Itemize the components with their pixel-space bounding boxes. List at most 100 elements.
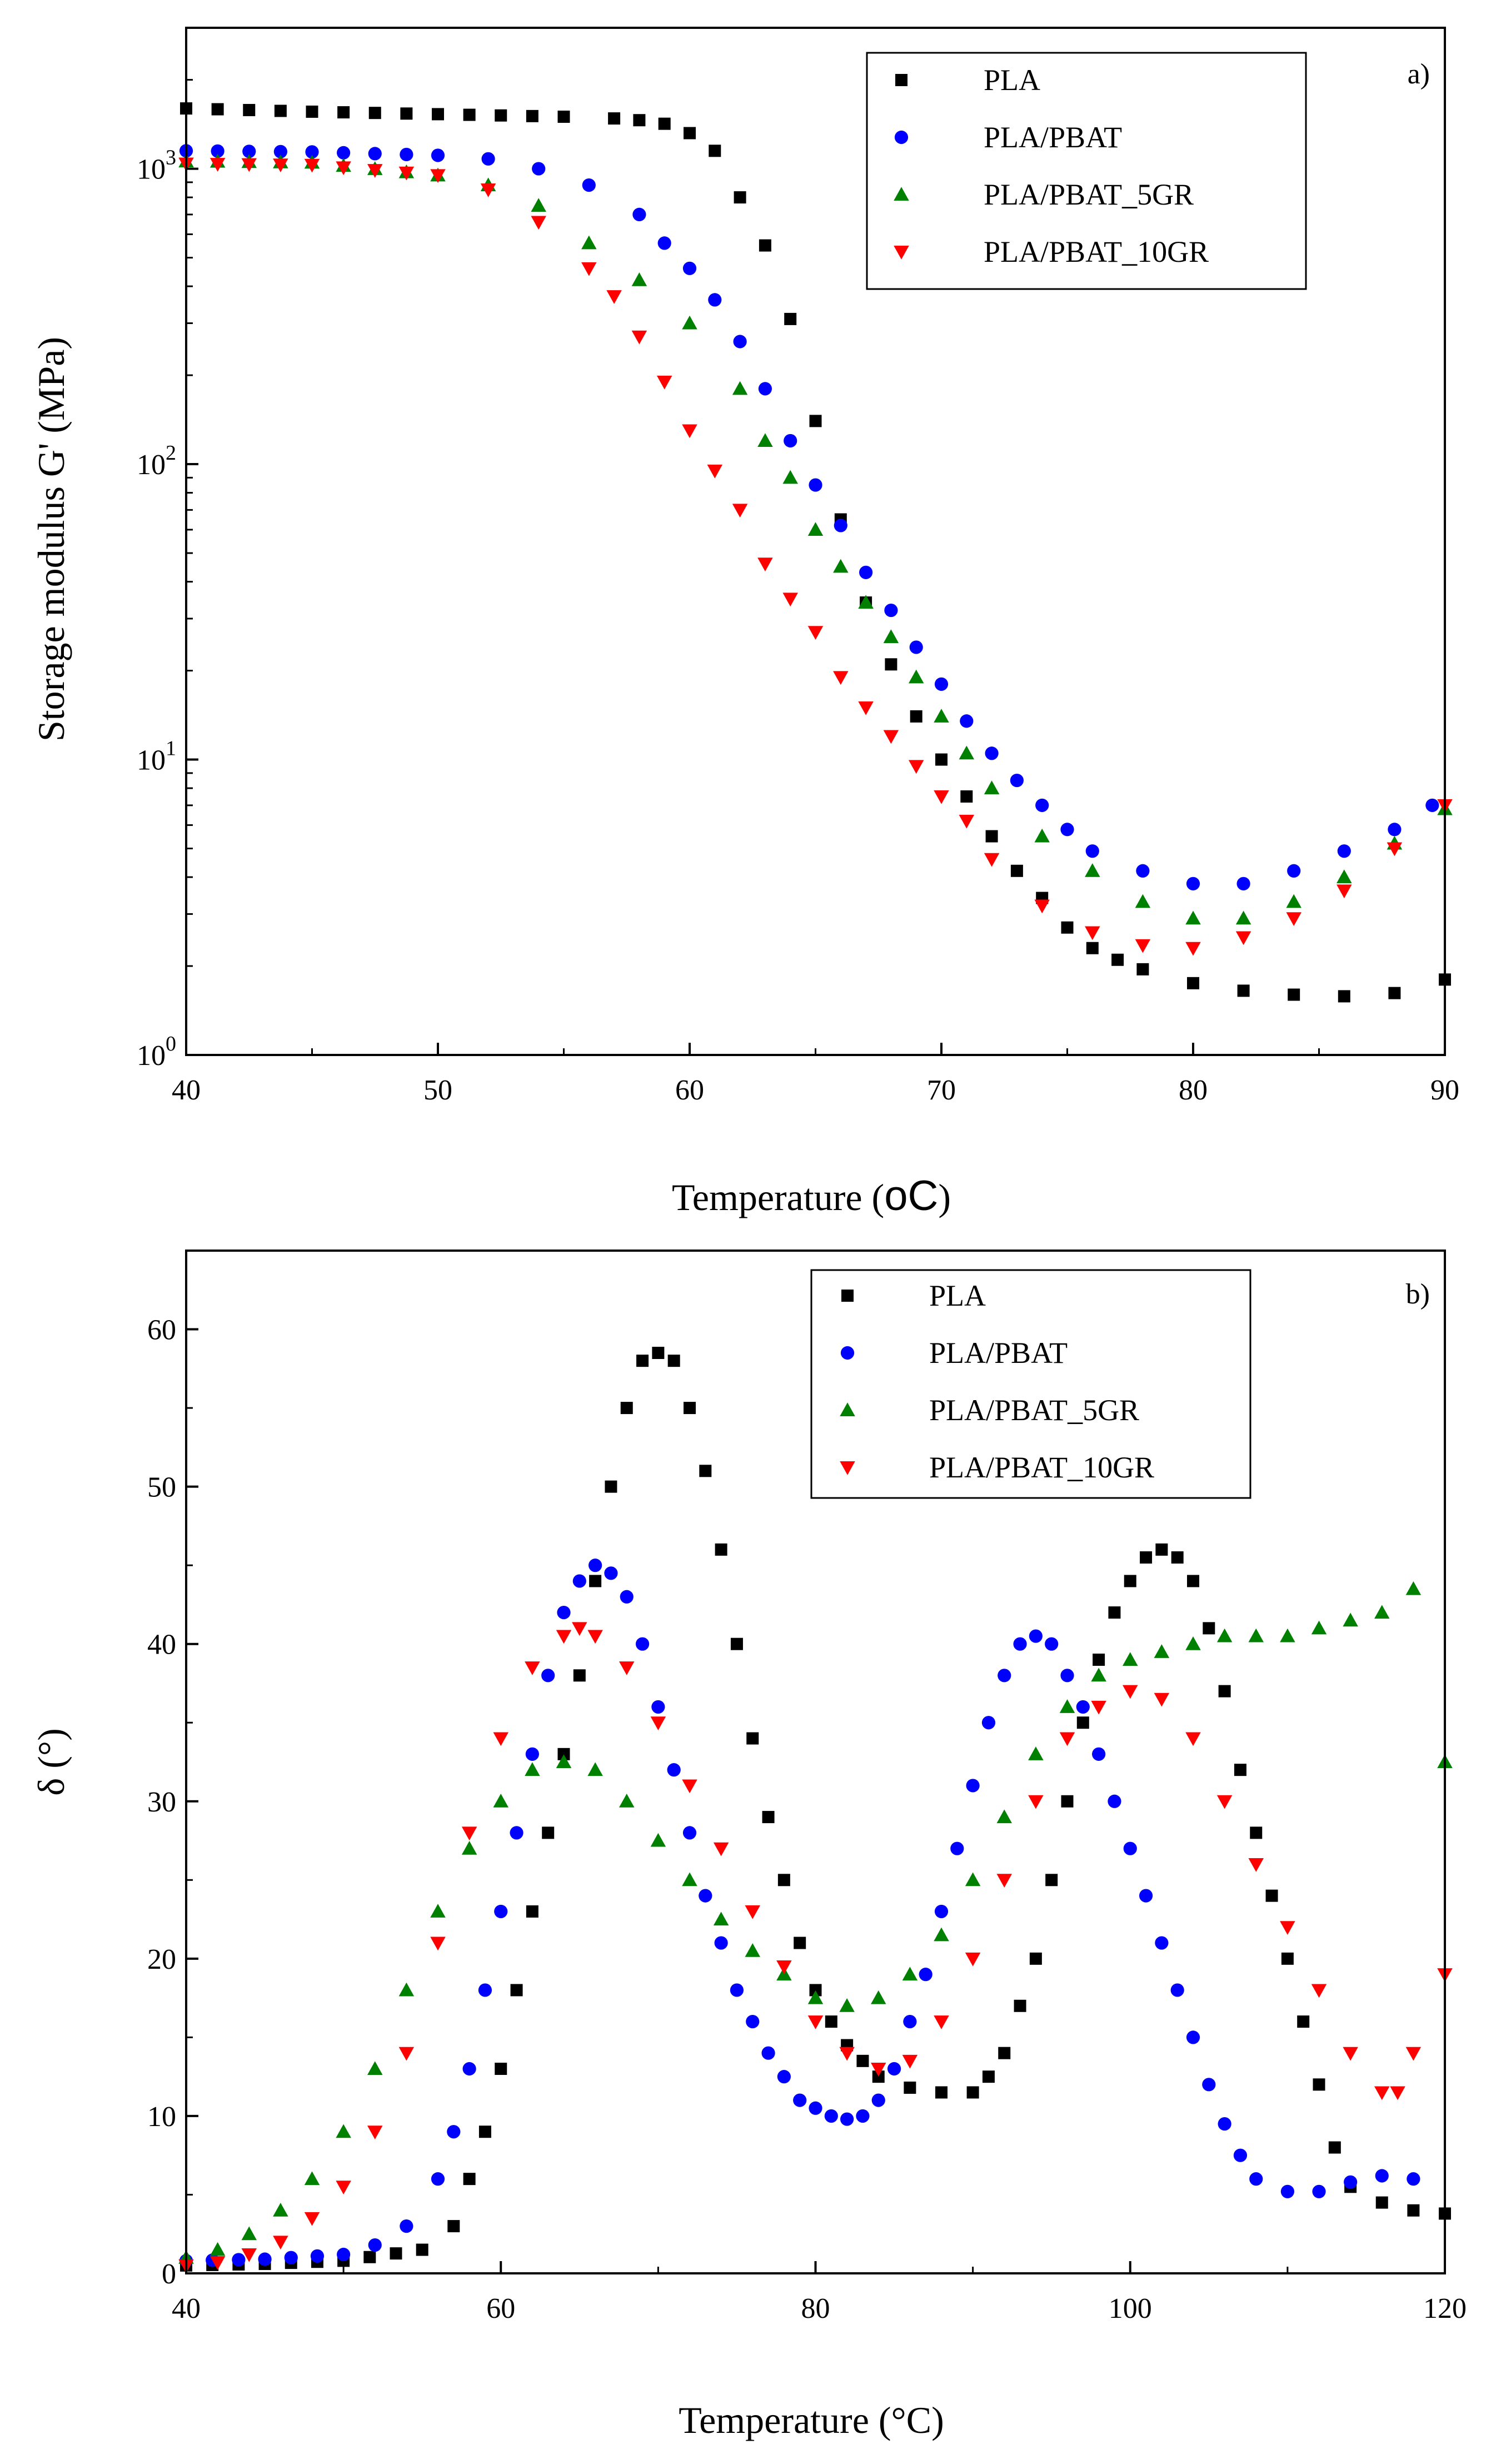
panel-b-y-ticks: 0 10 20 30 40 50 60 <box>147 1315 198 2290</box>
panel-a-point-pla-pbat <box>431 148 445 162</box>
panel-a-legend-marker-pla-pbat-5gr <box>894 187 909 201</box>
panel-a-data-points <box>178 102 1453 1003</box>
panel-b-point-pla-pbat-5gr <box>839 1998 855 2012</box>
panel-b-point-pla-pbat <box>337 2247 351 2262</box>
panel-b-point-pla <box>825 2015 837 2028</box>
panel-a-point-pla-pbat-10gr <box>757 557 773 572</box>
panel-b-point-pla-pbat-10gr <box>1374 2086 1390 2100</box>
panel-b-y-tick-label: 40 <box>147 1629 176 1661</box>
panel-a-point-pla-pbat-10gr <box>656 375 672 390</box>
panel-a-point-pla-pbat-5gr <box>1235 910 1251 925</box>
panel-a-point-pla <box>759 239 771 252</box>
panel-b-legend-label-pla-pbat-10gr: PLA/PBAT_10GR <box>929 1451 1154 1484</box>
panel-b-point-pla-pbat <box>541 1669 555 1683</box>
panel-b-point-pla <box>998 2047 1011 2059</box>
panel-a-point-pla-pbat-10gr <box>531 216 546 230</box>
panel-b-point-pla-pbat-5gr <box>713 1912 729 1926</box>
panel-b-point-pla-pbat <box>1186 2030 1200 2044</box>
panel-b-y-axis-title: δ (°) <box>30 1728 72 1796</box>
panel-b-point-pla-pbat <box>746 2014 760 2029</box>
panel-b-point-pla <box>699 1465 712 1477</box>
panel-b-point-pla-pbat <box>1076 1700 1090 1714</box>
panel-b-point-pla-pbat <box>1045 1637 1059 1651</box>
panel-b-point-pla <box>1029 1952 1042 1965</box>
panel-b-point-pla-pbat-10gr <box>934 2015 949 2029</box>
panel-b-point-pla <box>510 1984 523 1997</box>
panel-b-point-pla-pbat-5gr <box>273 2203 288 2217</box>
panel-a-point-pla-pbat-10gr <box>883 730 899 744</box>
panel-b-point-pla <box>1407 2204 1420 2217</box>
panel-a-point-pla-pbat-5gr <box>682 315 697 330</box>
panel-b-point-pla-pbat <box>1170 1983 1184 1997</box>
panel-b-point-pla-pbat <box>950 1841 964 1855</box>
panel-b-data-points <box>178 1347 1453 2273</box>
panel-b-point-pla-pbat <box>887 2062 901 2076</box>
panel-a-point-pla-pbat-5gr <box>807 522 824 536</box>
panel-a-point-pla-pbat-10gr <box>1387 842 1403 857</box>
panel-a-point-pla-pbat <box>1236 877 1250 890</box>
panel-a-point-pla-pbat-10gr <box>210 158 226 172</box>
panel-b-y-tick-label: 10 <box>147 2101 176 2133</box>
panel-b-point-pla-pbat <box>1407 2172 1420 2186</box>
panel-a-point-pla <box>243 104 256 117</box>
panel-b-point-pla-pbat-5gr <box>1216 1628 1233 1642</box>
panel-b-point-pla <box>463 2173 476 2186</box>
panel-b-point-pla-pbat <box>856 2109 870 2123</box>
panel-b-point-pla-pbat-5gr <box>745 1943 760 1957</box>
panel-b-point-pla <box>982 2070 995 2083</box>
panel-a-x-tick-label: 40 <box>172 1074 201 1106</box>
panel-a-point-pla-pbat <box>368 147 382 161</box>
panel-a-point-pla <box>400 107 413 120</box>
panel-a-x-tick-label: 80 <box>1179 1074 1208 1106</box>
panel-b-point-pla <box>935 2086 948 2099</box>
panel-b-legend-marker-pla-pbat-10gr <box>840 1461 855 1475</box>
panel-a-point-pla-pbat-10gr <box>241 158 257 172</box>
panel-b-point-pla-pbat <box>447 2125 461 2139</box>
panel-b-point-pla <box>1281 1952 1294 1965</box>
panel-b-point-pla <box>966 2086 979 2099</box>
panel-a-point-pla-pbat-5gr <box>581 235 597 250</box>
panel-b-point-pla-pbat <box>1233 2148 1248 2162</box>
panel-b-point-pla-pbat <box>635 1637 650 1651</box>
panel-b-x-ticks: 40 60 80 100 120 <box>172 2261 1467 2324</box>
panel-b-point-pla <box>746 1732 759 1745</box>
panel-b-point-pla-pbat-5gr <box>430 1904 446 1918</box>
panel-b-point-pla-pbat <box>1029 1629 1043 1643</box>
panel-a-point-pla <box>809 415 822 427</box>
panel-b-point-pla <box>1140 1551 1153 1564</box>
panel-a-point-pla-pbat-10gr <box>807 626 824 640</box>
panel-b-point-pla <box>730 1637 743 1650</box>
panel-a-point-pla-pbat <box>834 519 847 532</box>
panel-b-point-pla-pbat <box>1218 2117 1231 2131</box>
panel-a-legend-marker-pla-pbat <box>894 130 909 145</box>
panel-b-point-pla-pbat-10gr <box>1185 1732 1201 1746</box>
panel-a-x-tick-label: 90 <box>1430 1074 1459 1106</box>
panel-b-point-pla-pbat <box>1344 2175 1358 2189</box>
panel-b-point-pla <box>495 2063 507 2075</box>
panel-b-point-pla-pbat-5gr <box>1123 1652 1138 1666</box>
panel-b-point-pla-pbat <box>824 2109 838 2123</box>
panel-a-x-axis-title: Temperature (oC) <box>672 1172 951 1219</box>
panel-a-point-pla-pbat-10gr <box>1185 942 1201 956</box>
panel-a-y-tick-label: 100 <box>137 1032 176 1072</box>
panel-a-point-pla-pbat-5gr <box>934 709 949 723</box>
panel-b-point-pla <box>1250 1826 1263 1839</box>
panel-a-point-pla-pbat-5gr <box>1135 894 1151 908</box>
panel-a-point-pla <box>1010 864 1023 877</box>
panel-a-point-pla <box>1061 921 1074 934</box>
panel-b-point-pla-pbat <box>431 2172 445 2186</box>
panel-a-y-ticks: 100 101 102 103 <box>137 27 198 1072</box>
panel-a-point-pla <box>526 109 538 122</box>
panel-b-point-pla-pbat <box>793 2093 807 2107</box>
panel-b-point-pla-pbat <box>478 1983 492 1997</box>
panel-a-point-pla-pbat <box>1388 823 1402 837</box>
panel-a-point-pla-pbat-5gr <box>883 629 899 643</box>
panel-b-point-pla <box>557 1748 570 1760</box>
panel-a-point-pla-pbat <box>1425 798 1439 812</box>
panel-b-point-pla-pbat-5gr <box>556 1754 572 1768</box>
panel-a-point-pla-pbat-10gr <box>858 701 874 715</box>
panel-a-point-pla-pbat <box>481 152 495 166</box>
panel-a-point-pla-pbat-10gr <box>273 158 288 172</box>
panel-b-point-pla-pbat <box>998 1669 1011 1683</box>
panel-b-point-pla-pbat <box>903 2014 917 2029</box>
